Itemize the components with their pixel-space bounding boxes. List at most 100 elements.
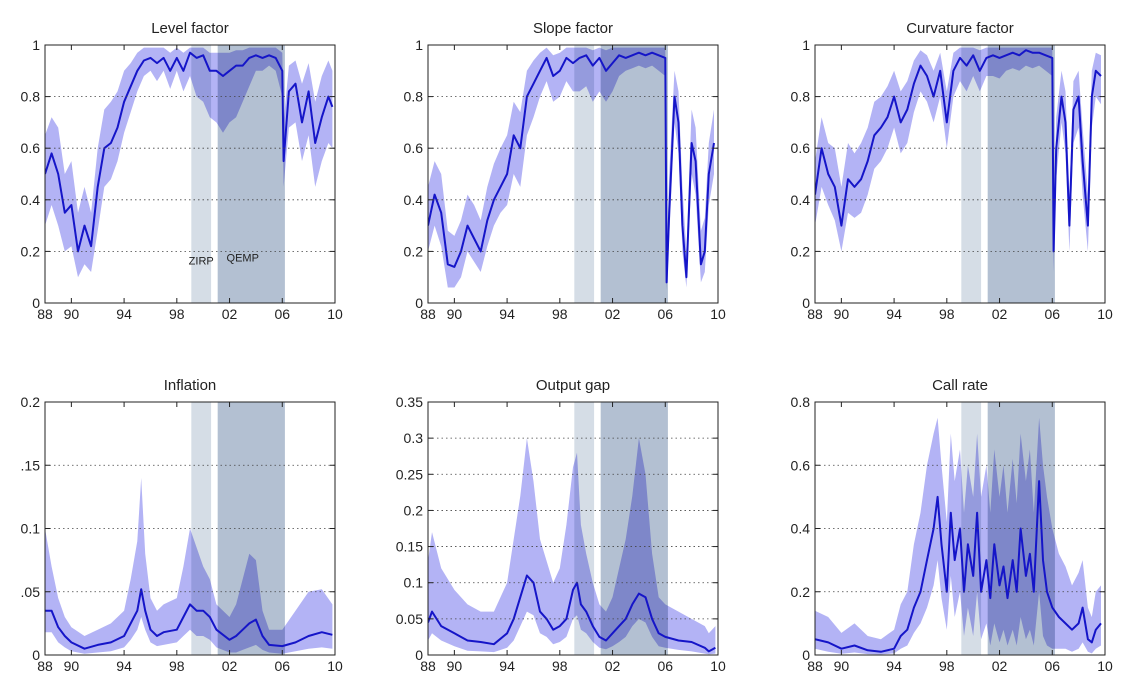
y-tick-label: 0.1	[21, 521, 41, 537]
x-tick-label: 10	[710, 658, 726, 674]
x-tick-label: 90	[64, 306, 80, 322]
x-tick-label: 06	[657, 306, 673, 322]
panel-title: Slope factor	[533, 20, 613, 37]
confidence-band	[45, 477, 333, 654]
x-tick-label: 06	[1044, 306, 1060, 322]
annotation-qemp: QEMP	[227, 253, 259, 265]
x-tick-label: 88	[420, 658, 436, 674]
x-tick-label: 02	[992, 658, 1008, 674]
x-tick-label: 98	[169, 306, 185, 322]
y-tick-label: 0.2	[404, 243, 424, 259]
shaded-region-zirp	[961, 45, 982, 303]
x-tick-label: 02	[605, 306, 621, 322]
y-tick-label: 0	[802, 647, 810, 663]
axes-frame	[427, 44, 719, 304]
axes-frame	[814, 44, 1106, 304]
plot-area	[428, 45, 715, 303]
y-tick-label: 0.2	[404, 502, 424, 518]
panel-output-gap: 88 90 94 98 02 06 10 0 0.05 0.1 0.15 0.2 0.25 0.3 0.35…	[396, 377, 726, 674]
y-tick-label: 0.4	[791, 192, 811, 208]
x-tick-label: 06	[274, 306, 290, 322]
x-tick-label: 88	[807, 306, 823, 322]
y-tick-label: 0.8	[791, 394, 811, 410]
y-tick-label: .15	[21, 457, 41, 473]
x-tick-label: 10	[1097, 658, 1113, 674]
y-tick-label: 1	[802, 37, 810, 53]
x-tick-label: 10	[710, 306, 726, 322]
x-tick-label: 98	[939, 306, 955, 322]
x-tick-label: 98	[552, 658, 568, 674]
x-tick-label: 02	[992, 306, 1008, 322]
x-tick-label: 90	[64, 658, 80, 674]
x-tick-label: 88	[807, 658, 823, 674]
y-tick-label: 0.2	[791, 243, 811, 259]
axes-frame	[44, 44, 336, 304]
shaded-region-zirp	[191, 45, 212, 303]
x-tick-label: 90	[834, 306, 850, 322]
median-line	[45, 51, 334, 253]
x-tick-label: 98	[552, 306, 568, 322]
plot-area	[428, 402, 716, 655]
panel-title: Output gap	[536, 377, 610, 394]
confidence-band	[815, 47, 1101, 272]
panel-level-factor: 88 90 94 98 02 06 10 0 0.2 0.4 0.6 0.8 1 Level factor	[21, 20, 343, 322]
y-tick-label: 0.4	[21, 192, 41, 208]
y-tick-label: 0	[32, 647, 40, 663]
x-tick-label: 06	[657, 658, 673, 674]
panel-title: Call rate	[932, 377, 988, 394]
median-line	[428, 574, 716, 653]
y-tick-label: 0.6	[791, 457, 811, 473]
y-tick-label: 0.25	[396, 466, 423, 482]
y-tick-label: 0	[415, 295, 423, 311]
x-tick-label: 02	[222, 658, 238, 674]
plot-area	[815, 402, 1102, 655]
y-tick-label: 0.1	[404, 575, 424, 591]
x-tick-label: 02	[605, 658, 621, 674]
y-tick-label: 0.4	[404, 192, 424, 208]
median-line	[815, 480, 1102, 653]
x-tick-label: 94	[499, 658, 515, 674]
x-tick-label: 94	[886, 658, 902, 674]
y-tick-label: 0.2	[21, 394, 41, 410]
panel-title: Inflation	[164, 377, 217, 394]
y-tick-label: 0.6	[791, 140, 811, 156]
y-tick-label: 1	[415, 37, 423, 53]
x-tick-label: 90	[447, 306, 463, 322]
x-tick-label: 98	[169, 658, 185, 674]
panel-call-rate: 88 90 94 98 02 06 10 0 0.2 0.4 0.6 0.8 Call rate	[791, 377, 1113, 674]
x-tick-label: 90	[447, 658, 463, 674]
x-tick-label: 90	[834, 658, 850, 674]
x-tick-label: 10	[1097, 306, 1113, 322]
panel-title: Curvature factor	[906, 20, 1014, 37]
panel-inflation: 88 90 94 98 02 06 10 0 .05 0.1 .15 0.2 Inflation	[21, 377, 343, 674]
median-line	[815, 49, 1102, 253]
plot-area	[45, 45, 334, 303]
x-tick-label: 94	[499, 306, 515, 322]
x-tick-label: 06	[274, 658, 290, 674]
y-tick-label: 0	[415, 647, 423, 663]
y-tick-label: 0.15	[396, 539, 423, 555]
plot-area	[45, 402, 333, 655]
confidence-band	[45, 47, 333, 278]
panel-curvature-factor: 88 90 94 98 02 06 10 0 0.2 0.4 0.6 0.8 1 Curvature fa…	[791, 20, 1113, 322]
y-tick-label: .05	[21, 584, 41, 600]
x-tick-label: 10	[327, 306, 343, 322]
y-tick-label: 0	[802, 295, 810, 311]
x-tick-label: 94	[886, 306, 902, 322]
y-tick-label: 0.3	[404, 430, 424, 446]
median-line	[45, 588, 333, 650]
x-tick-label: 88	[37, 306, 53, 322]
x-tick-label: 94	[116, 306, 132, 322]
x-tick-label: 94	[116, 658, 132, 674]
y-tick-label: 0.4	[791, 521, 811, 537]
panel-title: Level factor	[151, 20, 229, 37]
shaded-region-qemp	[987, 45, 1055, 303]
plot-area	[815, 45, 1102, 303]
confidence-band	[428, 438, 716, 655]
annotation-zirp: ZIRP	[189, 255, 214, 267]
x-tick-label: 02	[222, 306, 238, 322]
axes-frame	[427, 401, 719, 656]
y-tick-label: 0.05	[396, 611, 423, 627]
x-tick-label: 98	[939, 658, 955, 674]
